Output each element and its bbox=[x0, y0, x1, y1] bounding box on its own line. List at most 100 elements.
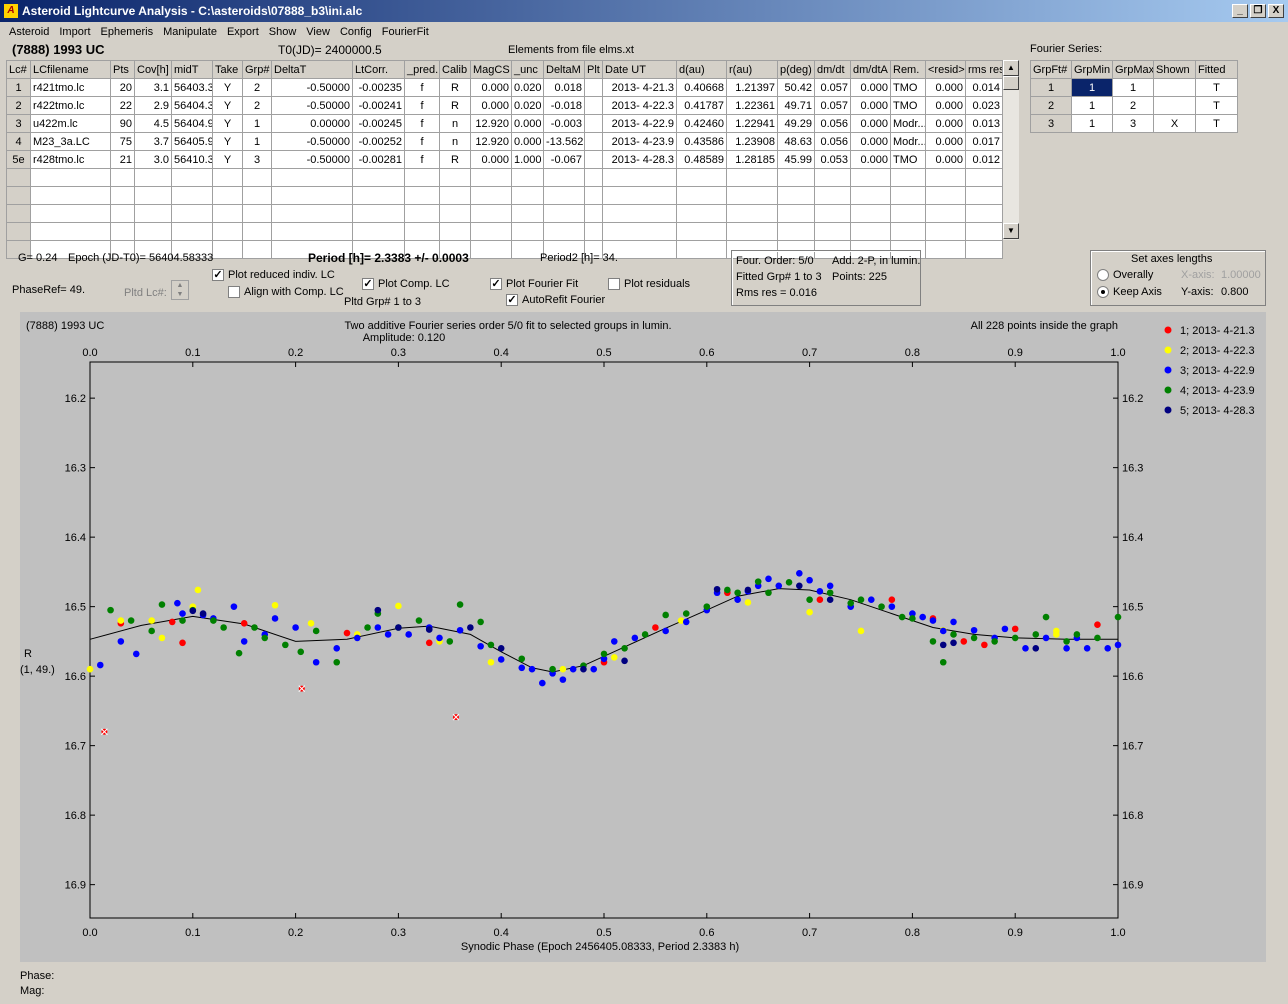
fourier-cell[interactable]: 3 bbox=[1112, 114, 1154, 133]
table-cell[interactable]: 2.9 bbox=[134, 96, 172, 115]
table-cell[interactable] bbox=[439, 186, 471, 205]
table-cell[interactable]: R bbox=[439, 96, 471, 115]
table-cell[interactable]: R bbox=[439, 150, 471, 169]
table-cell[interactable]: 2013- 4-22.9 bbox=[602, 114, 677, 133]
column-header[interactable]: MagCS bbox=[470, 60, 512, 79]
table-cell[interactable]: Y bbox=[212, 114, 243, 133]
minimize-button[interactable]: _ bbox=[1232, 4, 1248, 18]
table-cell[interactable]: 3.7 bbox=[134, 132, 172, 151]
table-cell[interactable]: -0.00245 bbox=[352, 114, 405, 133]
table-cell[interactable] bbox=[602, 186, 677, 205]
table-cell[interactable]: 1.23908 bbox=[726, 132, 778, 151]
table-cell[interactable]: M23_3a.LC bbox=[30, 132, 111, 151]
column-header[interactable]: LtCorr. bbox=[352, 60, 405, 79]
column-header[interactable]: _unc bbox=[511, 60, 544, 79]
table-cell[interactable]: 0.000 bbox=[850, 114, 891, 133]
table-cell[interactable]: 2 bbox=[242, 96, 272, 115]
table-cell[interactable] bbox=[511, 168, 544, 187]
table-cell[interactable]: 2013- 4-21.3 bbox=[602, 78, 677, 97]
pltd-lc-spinner[interactable]: ▲ ▼ bbox=[171, 280, 189, 300]
table-cell[interactable]: 0.000 bbox=[925, 96, 966, 115]
table-cell[interactable]: 0.000 bbox=[925, 132, 966, 151]
table-cell[interactable]: 0.057 bbox=[814, 96, 851, 115]
table-cell[interactable]: 45.99 bbox=[777, 150, 815, 169]
column-header[interactable]: Lc# bbox=[6, 60, 31, 79]
table-cell[interactable] bbox=[814, 186, 851, 205]
table-cell[interactable] bbox=[352, 186, 405, 205]
table-cell[interactable] bbox=[352, 168, 405, 187]
table-cell[interactable] bbox=[965, 186, 1003, 205]
column-header[interactable]: rms res bbox=[965, 60, 1003, 79]
table-cell[interactable]: Y bbox=[212, 96, 243, 115]
table-cell[interactable]: 20 bbox=[110, 78, 135, 97]
table-cell[interactable]: -0.50000 bbox=[271, 132, 353, 151]
table-cell[interactable]: f bbox=[404, 78, 440, 97]
plot-fourier-checkbox[interactable]: ✓ Plot Fourier Fit bbox=[490, 278, 578, 291]
fourier-cell[interactable]: 2 bbox=[1112, 96, 1154, 115]
table-cell[interactable] bbox=[814, 204, 851, 223]
column-header[interactable]: Take bbox=[212, 60, 243, 79]
table-cell[interactable]: -0.50000 bbox=[271, 96, 353, 115]
table-cell[interactable] bbox=[404, 222, 440, 241]
fourier-cell[interactable] bbox=[1153, 96, 1196, 115]
table-row[interactable] bbox=[6, 186, 1003, 205]
table-cell[interactable]: 3.1 bbox=[134, 78, 172, 97]
radio-icon[interactable] bbox=[1097, 269, 1109, 282]
column-header[interactable]: Cov[h] bbox=[134, 60, 172, 79]
fourier-cell[interactable]: T bbox=[1195, 78, 1238, 97]
table-cell[interactable]: 4 bbox=[6, 132, 31, 151]
table-cell[interactable] bbox=[890, 186, 926, 205]
table-cell[interactable]: 0.023 bbox=[965, 96, 1003, 115]
table-cell[interactable]: -0.00252 bbox=[352, 132, 405, 151]
plot-residuals-checkbox[interactable]: Plot residuals bbox=[608, 278, 690, 291]
table-cell[interactable] bbox=[439, 204, 471, 223]
table-cell[interactable]: 1.22941 bbox=[726, 114, 778, 133]
y-axis-value[interactable]: 0.800 bbox=[1221, 286, 1249, 298]
table-cell[interactable] bbox=[584, 132, 603, 151]
table-cell[interactable] bbox=[890, 204, 926, 223]
table-cell[interactable]: 5e bbox=[6, 150, 31, 169]
table-cell[interactable]: -0.018 bbox=[543, 96, 585, 115]
fourier-cell[interactable]: 1 bbox=[1071, 114, 1113, 133]
column-header[interactable]: Grp# bbox=[242, 60, 272, 79]
table-cell[interactable] bbox=[30, 186, 111, 205]
table-cell[interactable]: 0.000 bbox=[925, 150, 966, 169]
table-cell[interactable]: 2 bbox=[242, 78, 272, 97]
fourier-column-header[interactable]: Shown bbox=[1153, 60, 1196, 79]
table-cell[interactable] bbox=[584, 168, 603, 187]
keep-axis-radio[interactable]: Keep Axis bbox=[1097, 286, 1162, 299]
fourier-cell[interactable] bbox=[1153, 78, 1196, 97]
table-cell[interactable] bbox=[212, 186, 243, 205]
table-cell[interactable] bbox=[511, 186, 544, 205]
column-header[interactable]: Rem. bbox=[890, 60, 926, 79]
table-cell[interactable]: Modr... bbox=[890, 132, 926, 151]
scroll-up-icon[interactable]: ▲ bbox=[1003, 60, 1019, 76]
table-row[interactable] bbox=[6, 204, 1003, 223]
table-cell[interactable]: 0.000 bbox=[470, 96, 512, 115]
scroll-thumb[interactable] bbox=[1003, 76, 1019, 90]
table-cell[interactable] bbox=[584, 114, 603, 133]
table-cell[interactable] bbox=[171, 204, 213, 223]
table-cell[interactable]: n bbox=[439, 114, 471, 133]
table-cell[interactable] bbox=[850, 204, 891, 223]
menu-export[interactable]: Export bbox=[226, 25, 259, 38]
column-header[interactable]: r(au) bbox=[726, 60, 778, 79]
table-cell[interactable] bbox=[404, 204, 440, 223]
table-cell[interactable]: u422m.lc bbox=[30, 114, 111, 133]
table-cell[interactable] bbox=[814, 168, 851, 187]
table-row[interactable] bbox=[6, 240, 1003, 259]
table-cell[interactable] bbox=[212, 168, 243, 187]
checkbox-icon[interactable] bbox=[608, 278, 620, 291]
table-cell[interactable]: 50.42 bbox=[777, 78, 815, 97]
restore-button[interactable]: ❐ bbox=[1250, 4, 1266, 18]
table-cell[interactable]: 22 bbox=[110, 96, 135, 115]
menu-show[interactable]: Show bbox=[268, 25, 297, 38]
table-cell[interactable] bbox=[726, 168, 778, 187]
table-cell[interactable]: 48.63 bbox=[777, 132, 815, 151]
table-scrollbar[interactable]: ▲ ▼ bbox=[1002, 60, 1019, 240]
table-cell[interactable]: Y bbox=[212, 150, 243, 169]
column-header[interactable]: dm/dt bbox=[814, 60, 851, 79]
fourier-column-header[interactable]: GrpFt# bbox=[1030, 60, 1072, 79]
table-cell[interactable] bbox=[110, 168, 135, 187]
